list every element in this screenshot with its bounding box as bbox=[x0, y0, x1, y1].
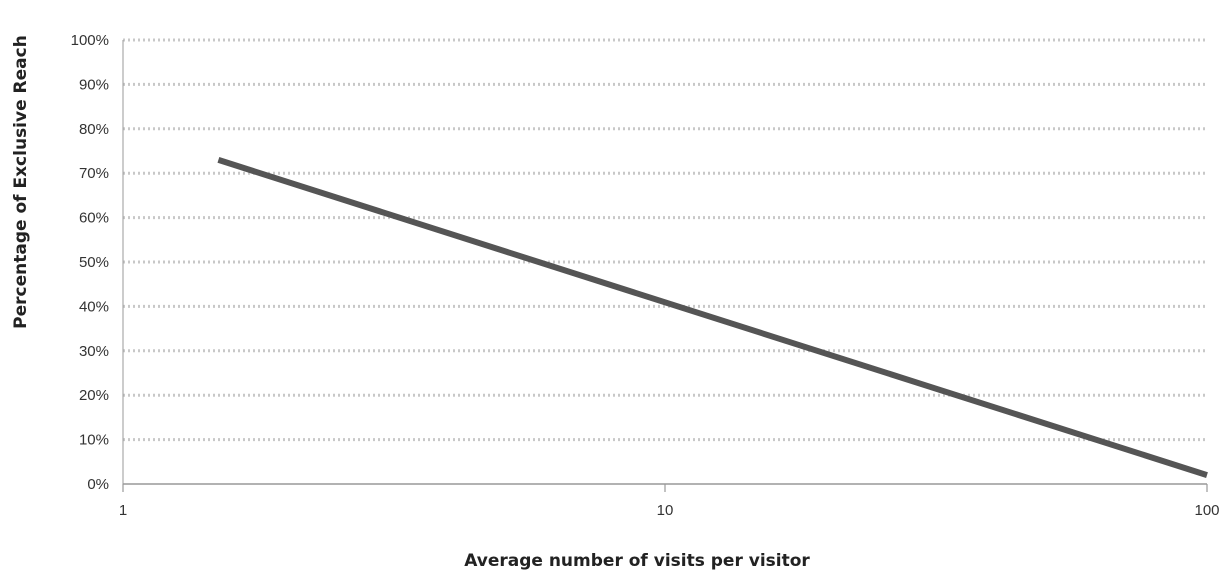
x-tick-label: 10 bbox=[657, 502, 674, 519]
y-tick-label: 90% bbox=[79, 76, 109, 93]
y-tick-label: 80% bbox=[79, 121, 109, 138]
y-tick-label: 10% bbox=[79, 432, 109, 449]
y-tick-label: 20% bbox=[79, 387, 109, 404]
y-axis-title: Percentage of Exclusive Reach bbox=[11, 35, 31, 329]
x-tick-labels: 1 10 100 bbox=[119, 502, 1220, 519]
y-tick-label: 0% bbox=[87, 476, 109, 493]
axes bbox=[122, 40, 1208, 492]
x-tick-label: 100 bbox=[1194, 502, 1219, 519]
y-tick-label: 70% bbox=[79, 165, 109, 182]
x-axis-title: Average number of visits per visitor bbox=[464, 551, 810, 571]
y-tick-labels: 0% 10% 20% 30% 40% 50% 60% 70% 80% 90% 100% bbox=[71, 32, 109, 493]
y-tick-label: 30% bbox=[79, 343, 109, 360]
grid-lines bbox=[123, 38, 1207, 442]
series-line bbox=[217, 157, 1208, 478]
series-group bbox=[217, 157, 1208, 478]
y-tick-label: 60% bbox=[79, 210, 109, 227]
x-tick-label: 1 bbox=[119, 502, 127, 519]
y-tick-label: 40% bbox=[79, 298, 109, 315]
y-tick-label: 50% bbox=[79, 254, 109, 271]
y-tick-label: 100% bbox=[71, 32, 109, 49]
